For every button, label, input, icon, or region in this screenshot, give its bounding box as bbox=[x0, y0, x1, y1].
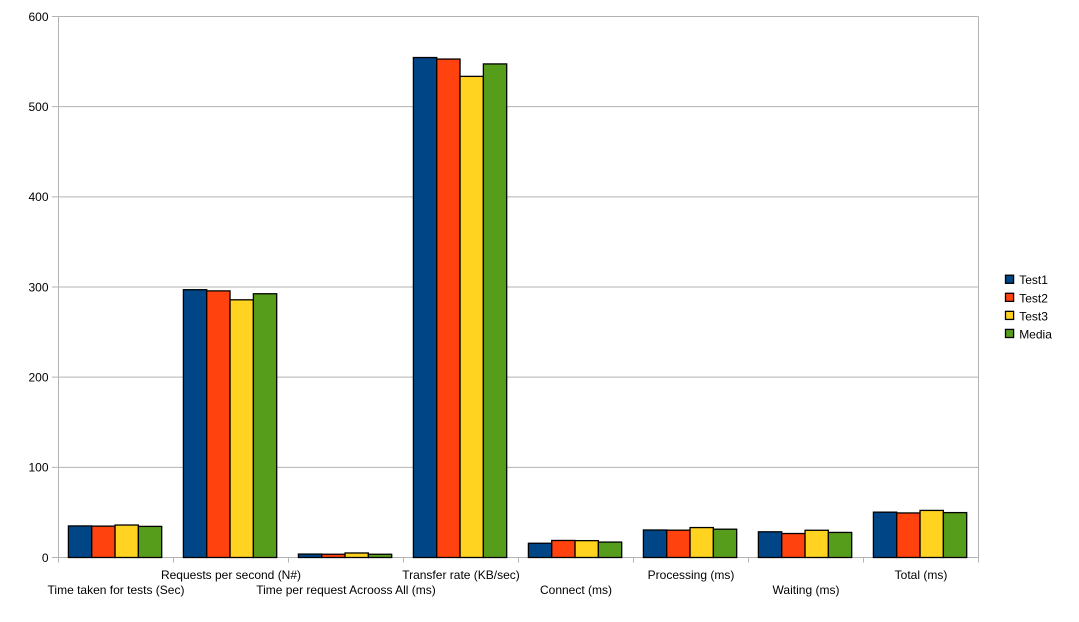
svg-text:Media: Media bbox=[1019, 327, 1052, 341]
svg-text:Waiting (ms): Waiting (ms) bbox=[773, 583, 840, 597]
svg-text:600: 600 bbox=[28, 10, 48, 24]
svg-text:400: 400 bbox=[28, 190, 48, 204]
svg-text:Processing (ms): Processing (ms) bbox=[648, 568, 735, 582]
svg-text:500: 500 bbox=[28, 100, 48, 114]
svg-text:100: 100 bbox=[28, 461, 48, 475]
svg-text:0: 0 bbox=[42, 551, 49, 565]
svg-text:Time taken for tests (Sec): Time taken for tests (Sec) bbox=[48, 583, 185, 597]
svg-text:Test3: Test3 bbox=[1019, 309, 1048, 323]
svg-text:300: 300 bbox=[28, 280, 48, 294]
svg-text:Transfer rate (KB/sec): Transfer rate (KB/sec) bbox=[402, 568, 520, 582]
svg-text:Total (ms): Total (ms) bbox=[895, 568, 948, 582]
svg-text:Time per request Acrooss All (: Time per request Acrooss All (ms) bbox=[256, 583, 436, 597]
svg-text:Connect (ms): Connect (ms) bbox=[540, 583, 612, 597]
svg-text:Test2: Test2 bbox=[1019, 291, 1048, 305]
svg-text:Requests per second (N#): Requests per second (N#) bbox=[161, 568, 301, 582]
svg-text:200: 200 bbox=[28, 370, 48, 384]
svg-text:Test1: Test1 bbox=[1019, 273, 1048, 287]
